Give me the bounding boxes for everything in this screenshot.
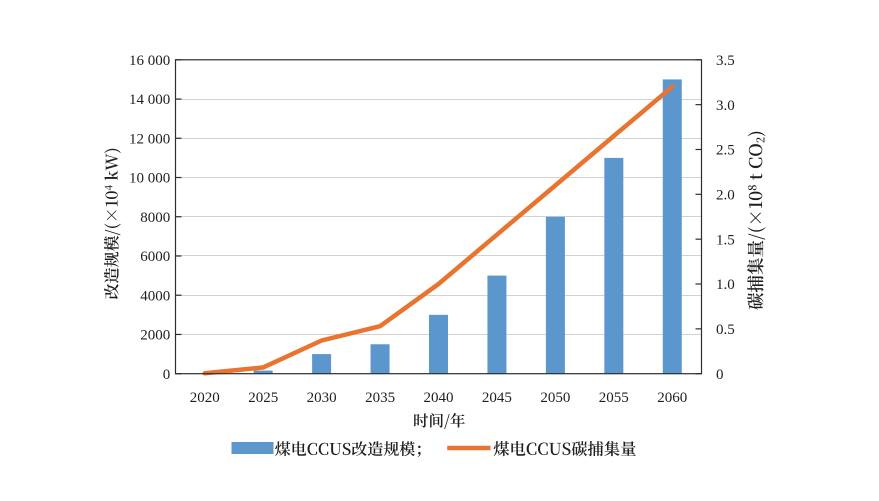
svg-text:14 000: 14 000 [129,92,170,108]
svg-text:0.5: 0.5 [716,322,735,338]
svg-text:2040: 2040 [424,390,454,406]
svg-text:3.0: 3.0 [716,98,735,114]
svg-text:4000: 4000 [140,288,170,304]
svg-text:1.0: 1.0 [716,277,735,293]
svg-text:0: 0 [163,367,171,383]
svg-text:8000: 8000 [140,210,170,226]
svg-text:0: 0 [716,367,724,383]
svg-text:1.5: 1.5 [716,232,735,248]
svg-text:2050: 2050 [540,390,570,406]
svg-text:6000: 6000 [140,249,170,265]
svg-text:2060: 2060 [657,390,687,406]
svg-text:2030: 2030 [307,390,337,406]
svg-text:16 000: 16 000 [129,53,170,69]
svg-text:2055: 2055 [599,390,629,406]
svg-text:2025: 2025 [248,390,278,406]
svg-text:2035: 2035 [365,390,395,406]
svg-text:2000: 2000 [140,328,170,344]
svg-text:2045: 2045 [482,390,512,406]
svg-text:2.5: 2.5 [716,143,735,159]
svg-text:10 000: 10 000 [129,171,170,187]
svg-text:2.0: 2.0 [716,188,735,204]
svg-text:3.5: 3.5 [716,53,735,69]
svg-text:2020: 2020 [190,390,220,406]
svg-text:12 000: 12 000 [129,131,170,147]
